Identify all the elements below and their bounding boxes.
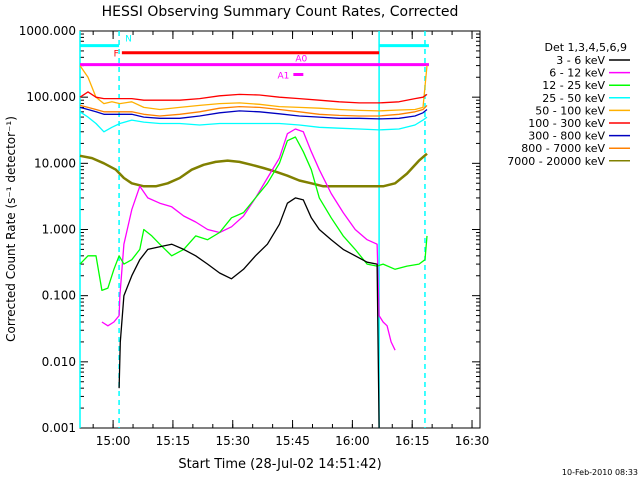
series-line	[79, 136, 428, 292]
flag-bars: NF A0 A1	[80, 35, 429, 82]
legend-label: 300 - 800 keV	[528, 130, 605, 143]
y-tick-label: 0.010	[42, 355, 76, 369]
legend-title: Det 1,3,4,5,6,9	[544, 41, 627, 54]
legend-label: 3 - 6 keV	[556, 54, 605, 67]
legend-label: 50 - 100 keV	[535, 104, 605, 117]
series-lines	[79, 65, 428, 429]
legend-label: 800 - 7000 keV	[521, 142, 605, 155]
y-axis-label: Corrected Count Rate (s⁻¹ detector⁻¹)	[4, 116, 18, 342]
legend-label: 12 - 25 keV	[542, 79, 605, 92]
x-tick-label: 16:30	[455, 434, 490, 448]
footer-date: 10-Feb-2010 08:33	[562, 468, 638, 477]
y-tick-label: 0.100	[42, 289, 76, 303]
x-tick-label: 16:00	[335, 434, 370, 448]
x-tick-label: 16:15	[395, 434, 430, 448]
legend-label: 7000 - 20000 keV	[507, 155, 605, 168]
series-line	[101, 128, 396, 351]
x-tick-label: 15:30	[215, 434, 250, 448]
series-line	[79, 65, 428, 112]
plot-area	[79, 30, 481, 429]
series-line	[79, 91, 428, 104]
series-line	[118, 197, 380, 429]
flag-label: F	[114, 50, 119, 60]
flag-label: A1	[277, 72, 289, 82]
x-axis: 15:00 15:15 15:30 15:45 16:00 16:15 16:30	[92, 31, 490, 448]
legend-label: 100 - 300 keV	[528, 117, 605, 130]
x-tick-label: 15:00	[96, 434, 131, 448]
series-line	[79, 111, 428, 133]
plot-frame	[79, 30, 481, 429]
series-line	[79, 104, 428, 117]
flag-label: N	[125, 35, 132, 45]
series-line	[79, 152, 428, 188]
legend-label: 25 - 50 keV	[542, 92, 605, 105]
vertical-markers	[79, 31, 426, 428]
series-line	[79, 106, 428, 120]
x-axis-label: Start Time (28-Jul-02 14:51:42)	[178, 457, 381, 472]
y-tick-label: 1.000	[42, 223, 76, 237]
chart-title: HESSI Observing Summary Count Rates, Cor…	[102, 4, 459, 20]
legend-label: 6 - 12 keV	[549, 67, 605, 80]
x-tick-label: 15:45	[275, 434, 310, 448]
y-tick-label: 100.000	[26, 90, 76, 104]
flag-label: A0	[295, 55, 307, 65]
y-tick-label: 1000.000	[19, 24, 76, 38]
x-tick-label: 15:15	[156, 434, 191, 448]
y-tick-label: 10.000	[34, 156, 76, 170]
y-axis: 1000.000 100.000 10.000 1.000 0.100 0.010 0.00…	[19, 24, 480, 435]
y-tick-label: 0.001	[42, 421, 76, 435]
